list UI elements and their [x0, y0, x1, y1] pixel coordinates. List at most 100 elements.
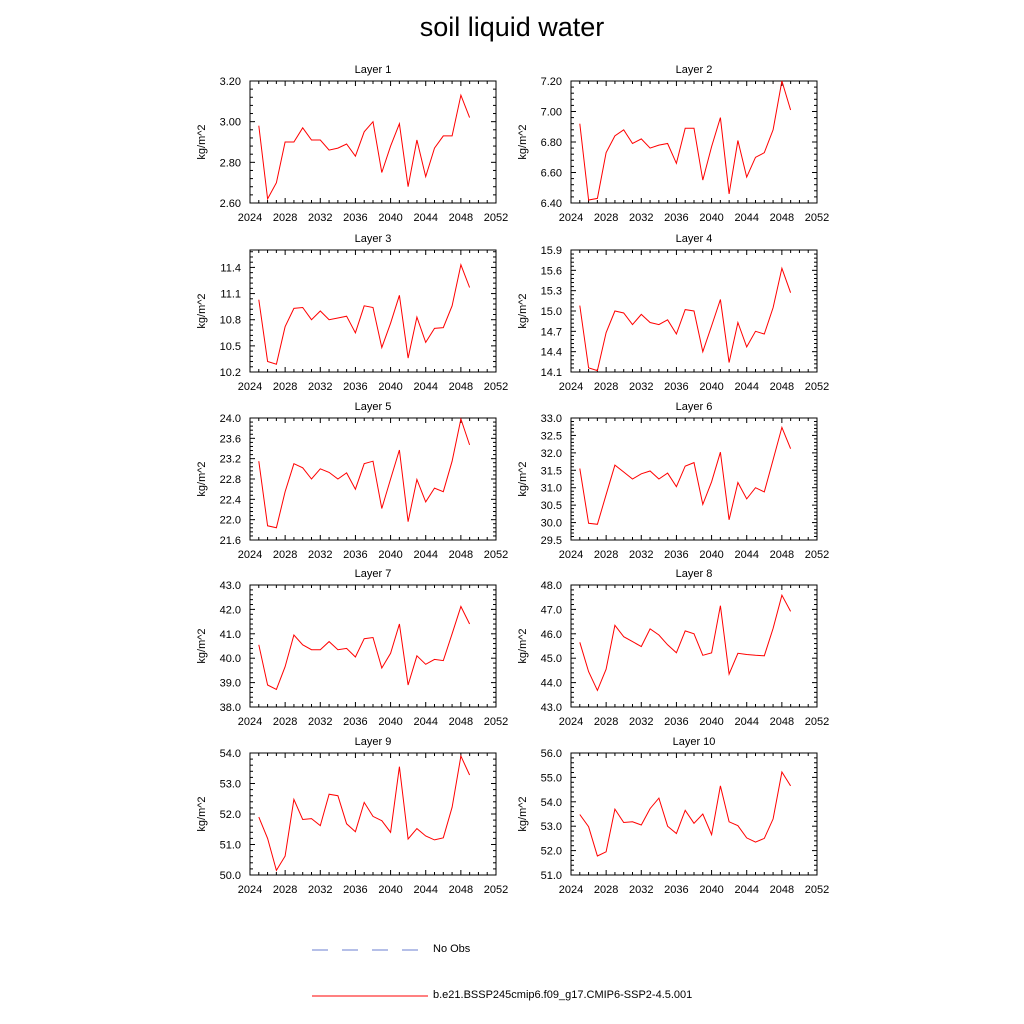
x-tick-label: 2052 — [805, 549, 829, 561]
panel-title-6: Layer 6 — [676, 401, 713, 413]
x-tick-label: 2052 — [805, 716, 829, 728]
x-tick-label: 2028 — [594, 716, 618, 728]
y-tick-label: 22.4 — [220, 494, 241, 506]
series-line-3 — [258, 263, 471, 365]
x-tick-label: 2036 — [664, 716, 688, 728]
panel-title-5: Layer 5 — [355, 401, 392, 413]
x-tick-label: 2048 — [770, 549, 794, 561]
y-axis-label-8: kg/m^2 — [517, 628, 529, 663]
x-tick-label: 2044 — [734, 212, 758, 224]
series-line-1 — [258, 93, 471, 201]
page-title: soil liquid water — [419, 12, 605, 42]
x-tick-label: 2028 — [273, 884, 297, 896]
y-tick-label: 11.4 — [220, 262, 241, 274]
x-tick-label: 2032 — [308, 381, 332, 393]
panel-frame-9 — [249, 752, 497, 876]
x-tick-label: 2032 — [629, 549, 653, 561]
y-tick-label: 24.0 — [220, 413, 241, 425]
x-tick-label: 2024 — [238, 381, 262, 393]
series-line-8 — [579, 593, 792, 692]
y-tick-label: 51.0 — [541, 870, 562, 882]
x-tick-label: 2044 — [734, 716, 758, 728]
y-tick-label: 52.0 — [220, 809, 241, 821]
y-tick-label: 55.0 — [541, 772, 562, 784]
y-tick-label: 31.0 — [541, 483, 562, 495]
x-tick-label: 2040 — [699, 381, 723, 393]
y-tick-label: 32.0 — [541, 448, 562, 460]
y-axis-label-5: kg/m^2 — [196, 461, 208, 496]
series-line-6 — [579, 425, 792, 525]
x-tick-label: 2036 — [343, 381, 367, 393]
x-tick-label: 2044 — [734, 381, 758, 393]
series-line-7 — [258, 605, 471, 691]
x-tick-label: 2048 — [449, 716, 473, 728]
x-tick-label: 2052 — [805, 884, 829, 896]
y-tick-label: 6.40 — [541, 198, 562, 210]
x-tick-label: 2032 — [629, 381, 653, 393]
x-tick-label: 2028 — [273, 549, 297, 561]
y-tick-label: 2.80 — [220, 157, 241, 169]
panel-frame-10 — [570, 752, 818, 876]
x-tick-label: 2028 — [273, 212, 297, 224]
y-tick-label: 46.0 — [541, 629, 562, 641]
y-tick-label: 29.5 — [541, 535, 562, 547]
y-tick-label: 43.0 — [220, 580, 241, 592]
y-axis-label-3: kg/m^2 — [196, 293, 208, 328]
x-tick-label: 2028 — [594, 549, 618, 561]
panel-frame-6 — [570, 417, 818, 541]
y-tick-label: 42.0 — [220, 604, 241, 616]
x-tick-label: 2036 — [664, 884, 688, 896]
panel-title-1: Layer 1 — [355, 64, 392, 76]
y-tick-label: 38.0 — [220, 702, 241, 714]
x-tick-label: 2052 — [484, 716, 508, 728]
y-tick-label: 23.6 — [220, 433, 241, 445]
y-tick-label: 56.0 — [541, 748, 562, 760]
x-tick-label: 2052 — [805, 212, 829, 224]
x-tick-label: 2048 — [449, 884, 473, 896]
y-tick-label: 51.0 — [220, 840, 241, 852]
x-tick-label: 2044 — [734, 884, 758, 896]
series-line-4 — [579, 266, 792, 372]
series-line-5 — [258, 417, 471, 529]
y-axis-label-7: kg/m^2 — [196, 628, 208, 663]
y-tick-label: 23.2 — [220, 454, 241, 466]
y-tick-label: 47.0 — [541, 604, 562, 616]
x-tick-label: 2048 — [449, 381, 473, 393]
y-tick-label: 21.6 — [220, 535, 241, 547]
x-tick-label: 2048 — [770, 884, 794, 896]
x-tick-label: 2052 — [484, 212, 508, 224]
x-tick-label: 2024 — [559, 716, 583, 728]
panel-title-8: Layer 8 — [676, 568, 713, 580]
x-tick-label: 2040 — [699, 212, 723, 224]
x-tick-label: 2036 — [343, 549, 367, 561]
y-tick-label: 6.60 — [541, 168, 562, 180]
x-tick-label: 2028 — [273, 381, 297, 393]
y-tick-label: 7.20 — [541, 76, 562, 88]
y-tick-label: 14.7 — [541, 326, 562, 338]
x-tick-label: 2024 — [559, 549, 583, 561]
x-tick-label: 2048 — [770, 381, 794, 393]
x-tick-label: 2036 — [664, 381, 688, 393]
y-tick-label: 40.0 — [220, 653, 241, 665]
y-tick-label: 50.0 — [220, 870, 241, 882]
y-tick-label: 45.0 — [541, 653, 562, 665]
y-axis-label-9: kg/m^2 — [196, 796, 208, 831]
x-tick-label: 2048 — [770, 716, 794, 728]
x-tick-label: 2040 — [378, 549, 402, 561]
x-tick-label: 2036 — [664, 212, 688, 224]
x-tick-label: 2044 — [734, 549, 758, 561]
x-tick-label: 2052 — [484, 549, 508, 561]
x-tick-label: 2024 — [238, 212, 262, 224]
x-tick-label: 2032 — [629, 212, 653, 224]
x-tick-label: 2032 — [308, 716, 332, 728]
panel-frame-3 — [249, 249, 497, 373]
y-tick-label: 10.2 — [220, 367, 241, 379]
x-tick-label: 2040 — [378, 884, 402, 896]
y-tick-label: 7.00 — [541, 107, 562, 119]
x-tick-label: 2024 — [238, 549, 262, 561]
x-tick-label: 2028 — [594, 381, 618, 393]
x-tick-label: 2024 — [559, 884, 583, 896]
x-tick-label: 2036 — [343, 212, 367, 224]
y-tick-label: 10.8 — [220, 315, 241, 327]
x-tick-label: 2032 — [629, 716, 653, 728]
